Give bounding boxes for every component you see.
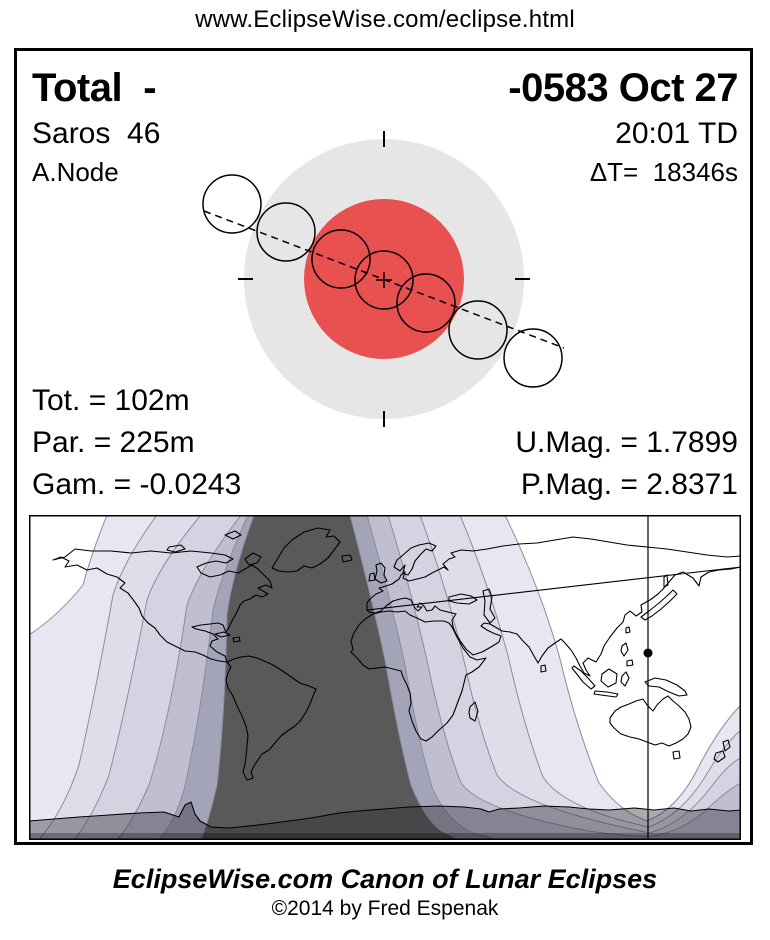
moon-circle-u3 [396, 273, 456, 333]
canon-title: EclipseWise.com Canon of Lunar Eclipses [112, 864, 658, 894]
eclipse-type-label: Total - [32, 66, 157, 110]
copyright-label: ©2014 by Fred Espenak [271, 897, 499, 920]
sakhalin-island [663, 574, 669, 588]
baffin-island [244, 552, 262, 566]
gamma-label: Gam. = -0.0243 [32, 468, 242, 501]
umbral-magnitude-label: U.Mag. = 1.7899 [515, 426, 738, 459]
moon-positions [202, 174, 563, 388]
black-sea [448, 593, 478, 605]
moon-circle-greatest [354, 250, 414, 310]
moon-circle-u4 [448, 300, 508, 360]
moon-circle-p4 [503, 328, 563, 388]
map-bottom-strip [29, 833, 741, 840]
time-label: 20:01 TD [615, 117, 738, 150]
greenland-coast [271, 527, 341, 573]
shadow-tick-marks [238, 131, 530, 427]
sumatra-island [571, 665, 596, 690]
japan-islands [640, 589, 678, 621]
ellesmere-island [224, 530, 242, 540]
iceland-island [341, 554, 353, 563]
sri-lanka-island [540, 664, 547, 673]
new-zealand-south-island [713, 750, 726, 763]
caspian-sea [482, 588, 496, 624]
partial-duration-label: Par. = 225m [32, 426, 195, 459]
antarctica-coast [29, 801, 741, 829]
delta-t-label: ΔT= 18346s [589, 157, 738, 187]
great-britain-island [374, 562, 388, 584]
coastlines [29, 527, 741, 829]
africa-coast [350, 610, 487, 742]
eurasia-coast [366, 536, 741, 677]
zone-boundary-lines [29, 515, 741, 840]
borneo-island [600, 668, 618, 688]
north-america-coast [52, 548, 273, 663]
cuba-island [214, 631, 231, 638]
madagascar-island [468, 701, 479, 722]
penumbral-magnitude-label: P.Mag. = 2.8371 [520, 468, 738, 501]
new-zealand-north-island [722, 739, 731, 752]
world-map [29, 515, 741, 840]
moon-circle-p1 [202, 174, 262, 234]
hispaniola-island [232, 636, 241, 643]
antarctica-fill [29, 802, 741, 840]
victoria-island [166, 544, 186, 553]
zone-umbral [201, 515, 459, 840]
eclipse-date-label: -0583 Oct 27 [508, 66, 738, 110]
greatest-eclipse-cross [376, 272, 392, 288]
taiwan-island [625, 626, 631, 634]
luzon-island [620, 642, 629, 657]
node-label: A.Node [32, 157, 119, 187]
map-frame [29, 515, 741, 840]
page-title: www.EclipseWise.com/eclipse.html [195, 6, 575, 33]
mindanao-island [626, 659, 634, 667]
sulawesi-island [620, 671, 630, 687]
moon-circle-u2 [311, 229, 371, 289]
australia-coast [609, 695, 692, 747]
java-island [593, 690, 619, 698]
new-guinea-island [644, 677, 688, 697]
scandinavia-coast [393, 542, 437, 576]
saros-label: Saros 46 [32, 117, 161, 150]
south-america-coast [225, 655, 317, 781]
shadow-diagram [202, 131, 565, 427]
moon-circle-u1 [256, 202, 316, 262]
subsolar-point-dot [643, 648, 653, 658]
ireland-island [368, 572, 376, 582]
totality-duration-label: Tot. = 102m [32, 384, 190, 417]
tasmania-island [672, 750, 681, 760]
